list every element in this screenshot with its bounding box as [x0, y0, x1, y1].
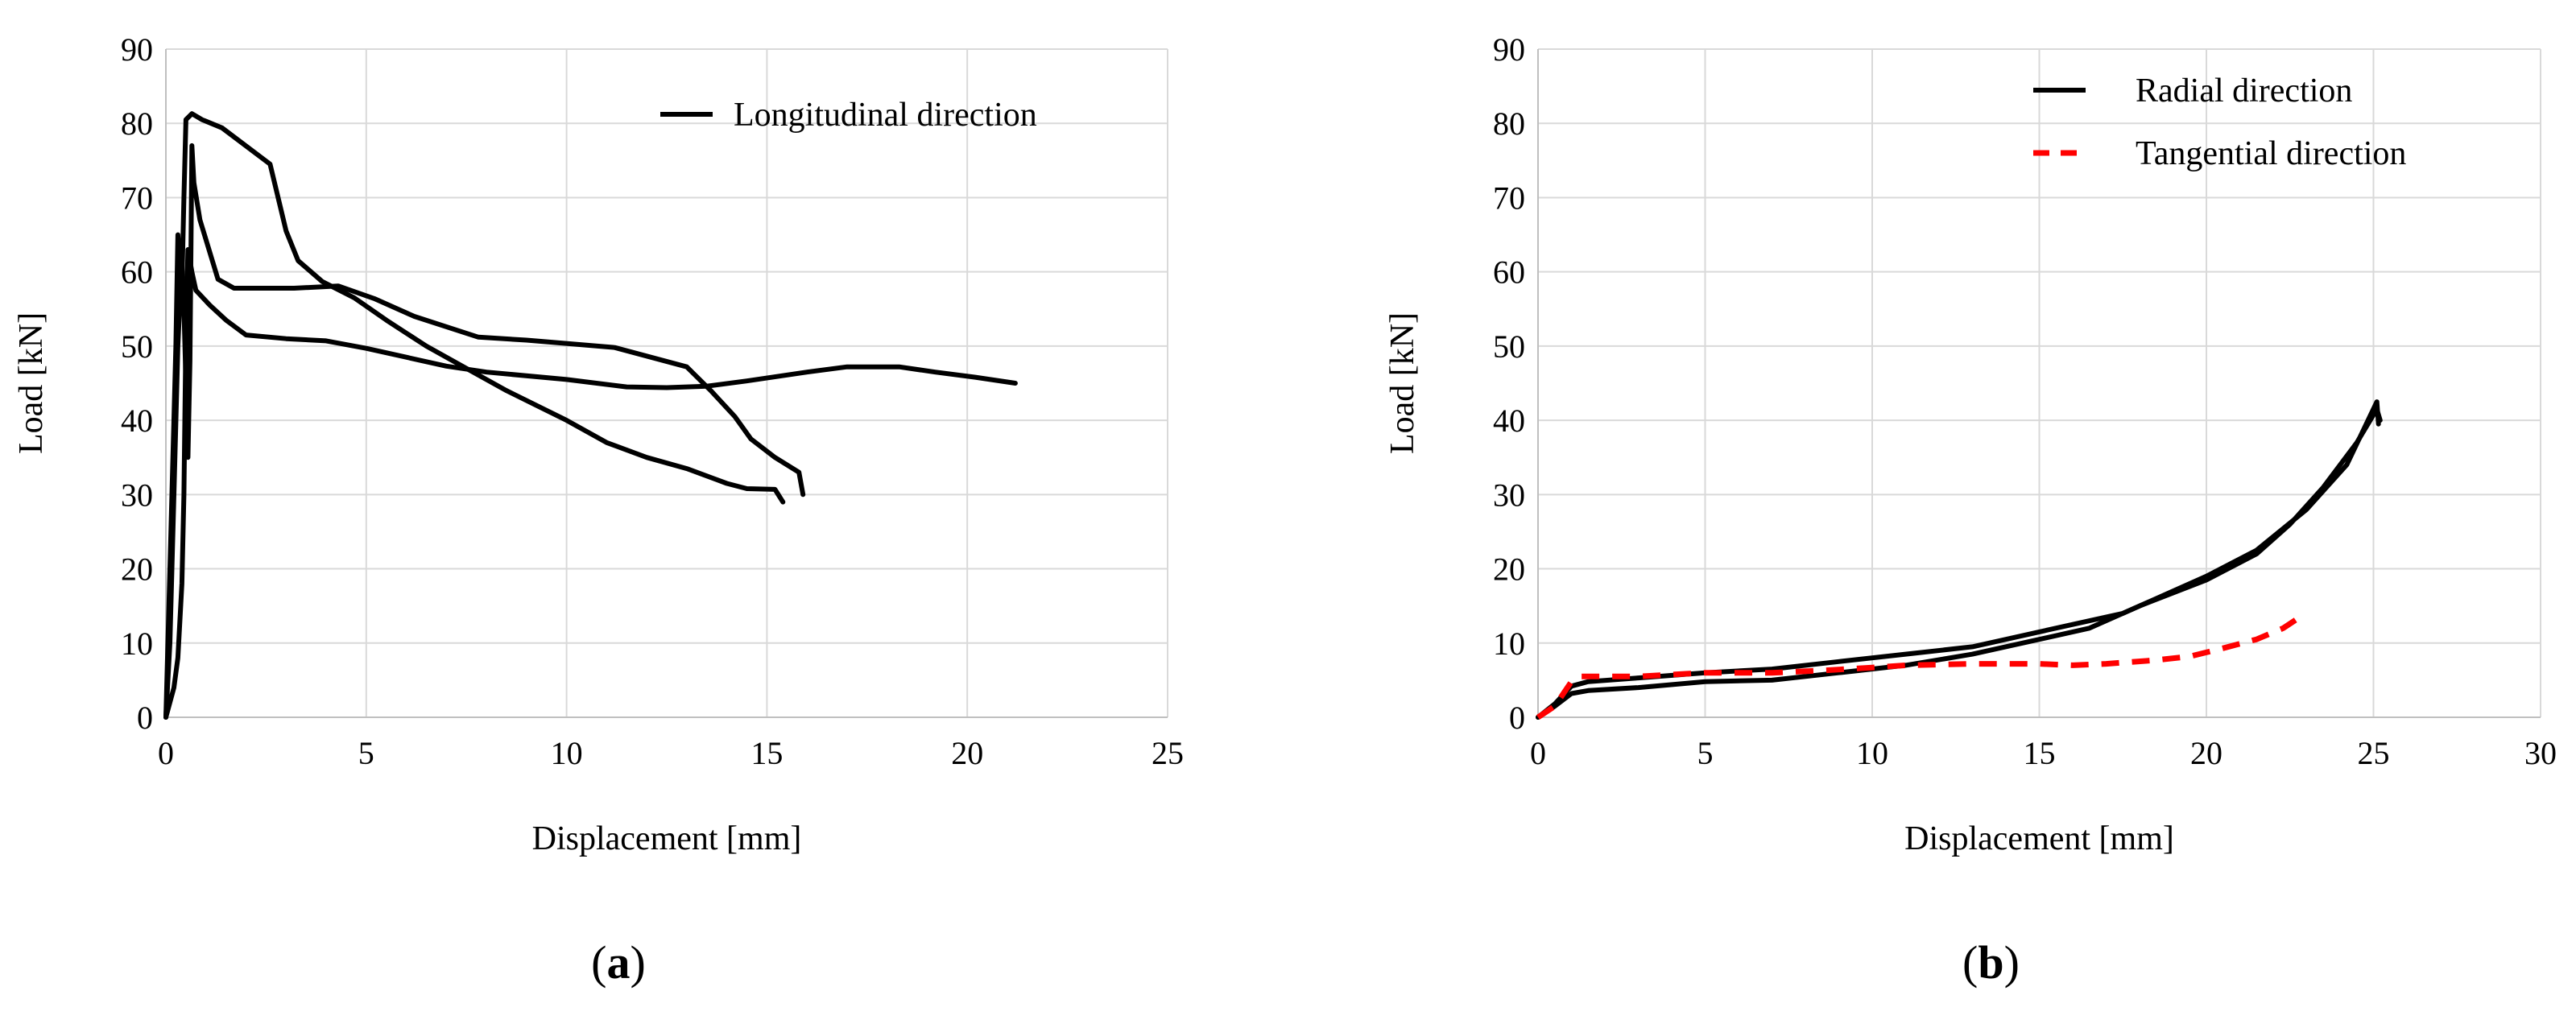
panel-label: (b): [1962, 936, 2020, 989]
legend-label: Longitudinal direction: [734, 97, 1037, 134]
y-tick-label: 70: [1493, 180, 1525, 216]
y-tick-label: 30: [1493, 477, 1525, 513]
x-tick-label: 5: [1697, 735, 1714, 771]
y-tick-label: 40: [1493, 403, 1525, 439]
y-tick-label: 50: [121, 328, 153, 365]
legend-label: Tangential direction: [2136, 135, 2406, 172]
series-line-3: [1536, 614, 2302, 720]
y-tick-label: 80: [1493, 105, 1525, 142]
y-tick-label: 0: [1509, 700, 1525, 736]
y-tick-label: 50: [1493, 328, 1525, 365]
y-tick-label: 10: [121, 626, 153, 662]
x-tick-label: 0: [158, 735, 174, 771]
y-tick-label: 30: [121, 477, 153, 513]
legend-label: Radial direction: [2136, 72, 2352, 109]
x-tick-label: 10: [551, 735, 583, 771]
y-tick-label: 60: [121, 254, 153, 291]
series-line-1: [163, 142, 806, 720]
y-tick-label: 90: [1493, 31, 1525, 68]
y-tick-label: 20: [1493, 551, 1525, 588]
y-tick-label: 60: [1493, 254, 1525, 291]
chart-panel-b: 0 10 20 30 40 50 60 70 80 90 0 5 10 15 20 25 30 Displacem…: [1384, 31, 2557, 989]
panel-label: (a): [591, 936, 646, 989]
x-tick-label: 20: [951, 735, 983, 771]
y-tick-label: 80: [121, 105, 153, 142]
y-axis-title: Load [kN]: [1384, 312, 1421, 454]
y-tick-label: 70: [121, 180, 153, 216]
y-tick-label: 10: [1493, 626, 1525, 662]
series-line-1: [1536, 407, 2383, 720]
x-tick-label: 25: [2358, 735, 2390, 771]
x-tick-label: 15: [2024, 735, 2056, 771]
x-tick-label: 20: [2190, 735, 2222, 771]
x-tick-label: 0: [1530, 735, 1546, 771]
series-line-2: [1536, 399, 2381, 720]
chart-panel-a: 0 10 20 30 40 50 60 70 80 90 0 5 10 15 20 25 Displacemen…: [13, 31, 1184, 989]
y-tick-label: 0: [137, 700, 153, 736]
legend: Radial direction Tangential direction: [2033, 72, 2406, 172]
x-axis-title: Displacement [mm]: [1904, 820, 2174, 857]
x-tick-label: 25: [1152, 735, 1184, 771]
y-tick-label: 20: [121, 551, 153, 588]
x-tick-label: 30: [2524, 735, 2557, 771]
legend: Longitudinal direction: [660, 97, 1037, 134]
x-tick-label: 15: [750, 735, 783, 771]
series-line-2: [163, 111, 786, 720]
y-tick-label: 90: [121, 31, 153, 68]
y-axis-title: Load [kN]: [13, 312, 50, 454]
x-tick-label: 10: [1856, 735, 1888, 771]
y-tick-label: 40: [121, 403, 153, 439]
x-axis-title: Displacement [mm]: [532, 820, 802, 857]
series-line-3: [163, 247, 1018, 720]
x-tick-label: 5: [358, 735, 374, 771]
